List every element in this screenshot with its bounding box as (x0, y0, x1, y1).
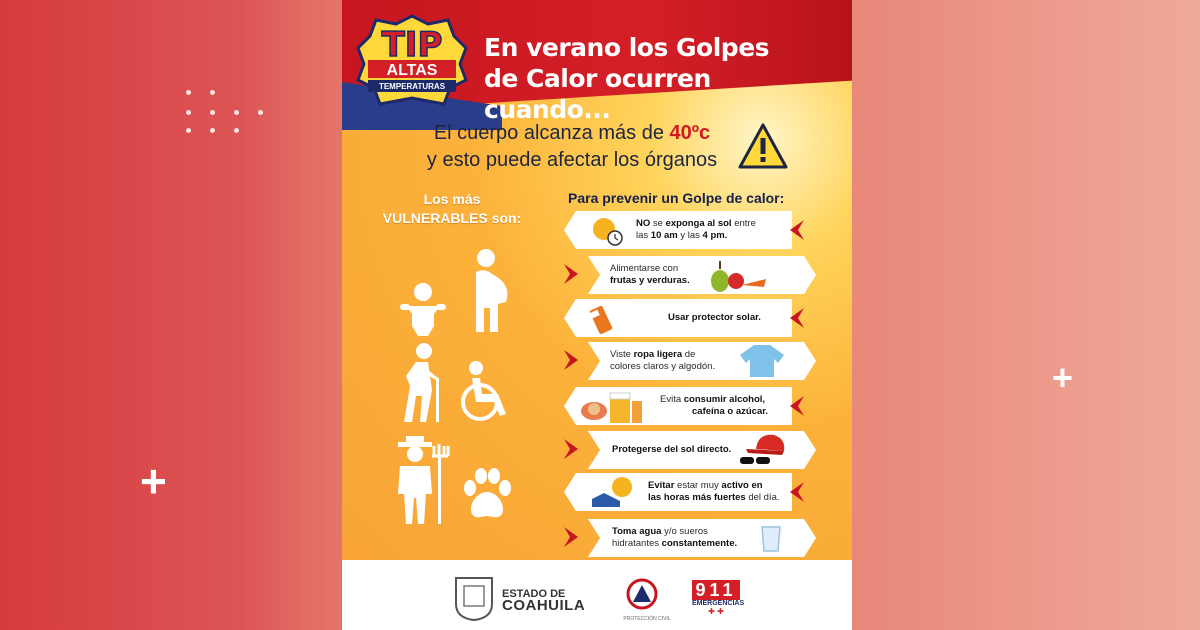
tip-badge: TIP ALTAS TEMPERATURAS (356, 14, 468, 106)
paw-icon (464, 468, 511, 518)
svg-text:TIP: TIP (382, 25, 443, 65)
chevron-right-icon (564, 527, 578, 547)
elderly-person-icon (404, 343, 439, 422)
chevron-left-icon (790, 482, 804, 502)
chevron-right-icon (564, 264, 578, 284)
temperature-value: 40ºc (669, 122, 711, 144)
warning-icon (738, 123, 788, 169)
estado-coahuila-logo: ESTADO DE COAHUILA (502, 588, 586, 614)
tip-avoid-activity: Evitar estar muy activo en las horas más … (564, 473, 792, 511)
tip-eat-fruits: Alimentarse con frutas y verduras. (588, 256, 816, 294)
vulnerable-heading: Los más VULNERABLES son: (382, 191, 522, 226)
sun-clock-icon (593, 218, 623, 246)
prevention-heading: Para prevenir un Golpe de calor: (568, 190, 785, 206)
tip-protect-from-sun: Protegerse del sol directo. (588, 431, 816, 469)
wheelchair-icon (461, 361, 506, 421)
svg-text:TEMPERATURAS: TEMPERATURAS (379, 82, 446, 91)
drinks-icon (581, 392, 642, 423)
coahuila-shield-logo (455, 577, 493, 622)
chevron-right-icon (564, 439, 578, 459)
shoe-sun-icon (592, 477, 632, 507)
chevron-right-icon (564, 350, 578, 370)
tip-light-clothes: Viste ropa ligera de colores claros y alg… (588, 342, 816, 380)
chevron-left-icon (790, 396, 804, 416)
heat-stroke-poster: TIP ALTAS TEMPERATURAS En verano los Gol… (342, 0, 852, 630)
chevron-left-icon (790, 308, 804, 328)
background-dots (186, 90, 266, 136)
tip-sunscreen: Usar protector solar. (564, 299, 792, 337)
footer-logos: ESTADO DE COAHUILA PROTECCIÓN CIVIL 911 … (342, 560, 852, 630)
intro-text: El cuerpo alcanza más de 40ºc y esto pue… (426, 122, 718, 171)
tip-drink-water: Toma agua y/o sueros hidratantes constant… (588, 519, 816, 557)
proteccion-civil-logo (626, 578, 658, 610)
plus-icon: + (1052, 357, 1074, 398)
chevron-left-icon (790, 220, 804, 240)
svg-text:ALTAS: ALTAS (387, 62, 438, 79)
pregnant-woman-icon (476, 249, 508, 332)
proteccion-civil-label: PROTECCIÓN CIVIL (623, 616, 671, 622)
water-glass-icon (760, 525, 782, 553)
cap-sunglasses-icon (738, 431, 790, 469)
sunscreen-icon (588, 305, 613, 335)
shirt-icon (738, 343, 786, 379)
tip-avoid-sun: NO se exponga al sol entre las 10 am y la… (564, 211, 792, 249)
fruits-vegetables-icon (706, 257, 770, 293)
emergencias-911-logo: 911 EMERGENCIAS ✚ ✚ (692, 580, 745, 616)
plus-icon: + (140, 455, 167, 507)
baby-icon (400, 283, 446, 336)
tip-avoid-alcohol: Evita consumir alcohol, cafeína o azúcar. (564, 387, 792, 425)
farmer-icon (398, 436, 450, 524)
poster-title: En verano los Golpes de Calor ocurren cu… (484, 33, 770, 124)
